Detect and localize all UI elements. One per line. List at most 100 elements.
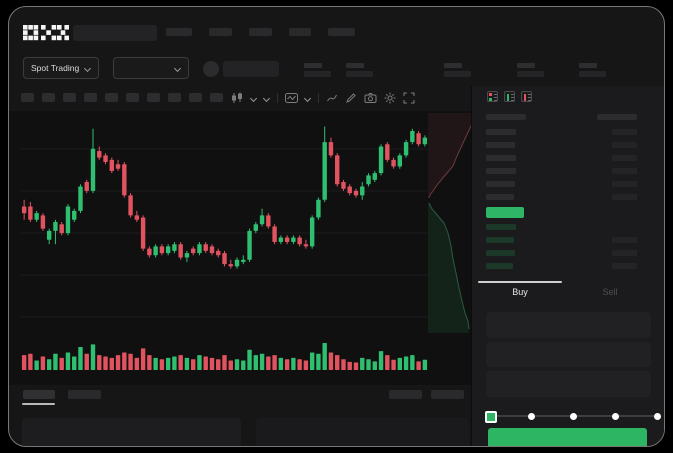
candle-body: [259, 215, 265, 225]
bottom-tab-active[interactable]: [23, 390, 55, 399]
main-nav: [166, 28, 355, 36]
fullscreen-icon[interactable]: [403, 92, 415, 104]
book-split-view-icon[interactable]: [487, 91, 498, 102]
candle-body: [234, 259, 240, 267]
candle-body: [278, 237, 284, 242]
buy-submit-button[interactable]: [488, 428, 647, 446]
volume-bar: [328, 352, 334, 370]
nav-item[interactable]: [289, 28, 311, 36]
draw-icon[interactable]: [345, 92, 357, 104]
order-book-bid-row[interactable]: [472, 250, 664, 256]
timeframe-button[interactable]: [42, 93, 55, 102]
order-book-bid-row[interactable]: [472, 224, 664, 230]
indicators-chevron-icon[interactable]: [305, 95, 311, 101]
volume-bar: [291, 357, 296, 370]
stat-value-placeholder: [517, 71, 544, 77]
volume-bar: [385, 355, 390, 370]
camera-icon[interactable]: [364, 92, 377, 104]
volume-bar: [209, 357, 215, 370]
timeframe-button[interactable]: [63, 93, 76, 102]
order-book-ask-row[interactable]: [472, 168, 664, 174]
timeframe-button[interactable]: [168, 93, 181, 102]
okx-logo[interactable]: [23, 25, 69, 41]
candlestick-chart[interactable]: [21, 111, 428, 333]
tab-buy[interactable]: Buy: [512, 287, 528, 297]
slider-stop[interactable]: [653, 413, 661, 420]
bottom-action-button[interactable]: [389, 390, 422, 399]
nav-item[interactable]: [166, 28, 192, 36]
volume-bar: [65, 352, 71, 370]
candle-body: [253, 224, 259, 231]
nav-item[interactable]: [249, 28, 272, 36]
order-book-bid-row[interactable]: [472, 237, 664, 243]
slider-stop[interactable]: [570, 413, 577, 420]
volume-bar: [410, 355, 415, 370]
orderbook-last-price[interactable]: [486, 207, 524, 218]
order-book-ask-row[interactable]: [472, 155, 664, 161]
nav-item[interactable]: [328, 28, 355, 36]
order-book-ask-row[interactable]: [472, 142, 664, 148]
candle-body: [372, 173, 377, 180]
order-book-bid-row[interactable]: [472, 263, 664, 269]
order-book-ask-row[interactable]: [472, 129, 664, 135]
ask-price-placeholder: [486, 181, 515, 187]
trendline-icon[interactable]: [326, 92, 338, 104]
chart-canvas[interactable]: [9, 111, 471, 385]
timeframe-button[interactable]: [189, 93, 202, 102]
chart-type-chevron-icon[interactable]: [251, 95, 257, 101]
volume-bar: [153, 357, 158, 370]
timeframe-button[interactable]: [84, 93, 97, 102]
candle-body: [184, 253, 190, 258]
total-input[interactable]: [486, 371, 651, 397]
bottom-action-button[interactable]: [431, 390, 464, 399]
candle-body: [416, 133, 421, 145]
candle-body: [291, 237, 296, 242]
book-bids-only-icon[interactable]: [504, 91, 515, 102]
slider-stop[interactable]: [528, 413, 536, 420]
settings-gear-icon[interactable]: [384, 92, 396, 104]
trading-side-panel: Buy Sell: [471, 86, 664, 446]
volume-bar: [59, 357, 64, 370]
price-input[interactable]: [486, 312, 651, 338]
volume-bar: [216, 359, 221, 370]
timeframe-button[interactable]: [105, 93, 118, 102]
bottom-tab[interactable]: [68, 390, 101, 399]
slider-stop[interactable]: [611, 413, 619, 420]
timeframe-button[interactable]: [147, 93, 160, 102]
compare-chevron-icon[interactable]: [264, 95, 270, 101]
volume-bar: [46, 359, 52, 370]
candle-body: [178, 244, 183, 258]
volume-bar: [21, 355, 27, 370]
candle-body: [28, 206, 33, 220]
volume-bar: [360, 357, 365, 370]
candle-body: [90, 148, 96, 191]
candle-body: [97, 150, 102, 158]
volume-bar: [165, 357, 171, 370]
order-book-ask-row[interactable]: [472, 194, 664, 200]
header-search-placeholder[interactable]: [73, 25, 157, 41]
book-asks-only-icon[interactable]: [521, 91, 532, 102]
chart-tools: [231, 91, 415, 104]
chart-type-icon[interactable]: [231, 92, 244, 104]
slider-handle[interactable]: [485, 411, 497, 423]
timeframe-button[interactable]: [21, 93, 34, 102]
volume-bar: [253, 355, 259, 370]
volume-bar: [347, 361, 352, 370]
timeframe-button[interactable]: [210, 93, 223, 102]
volume-bar: [40, 356, 46, 370]
volume-bar: [184, 357, 190, 370]
timeframe-button[interactable]: [126, 93, 139, 102]
pair-selector-dropdown[interactable]: [113, 57, 189, 79]
amount-input[interactable]: [486, 342, 651, 367]
volume-bar: [422, 359, 428, 370]
tab-sell[interactable]: Sell: [602, 287, 618, 297]
market-type-dropdown[interactable]: Spot Trading: [23, 57, 99, 79]
indicators-icon[interactable]: [285, 92, 298, 104]
ask-price-placeholder: [486, 129, 516, 135]
volume-bar: [297, 359, 302, 370]
bid-price-placeholder: [486, 263, 513, 269]
candle-body: [172, 244, 177, 251]
nav-item[interactable]: [209, 28, 232, 36]
candle-body: [391, 159, 396, 167]
order-book-ask-row[interactable]: [472, 181, 664, 187]
